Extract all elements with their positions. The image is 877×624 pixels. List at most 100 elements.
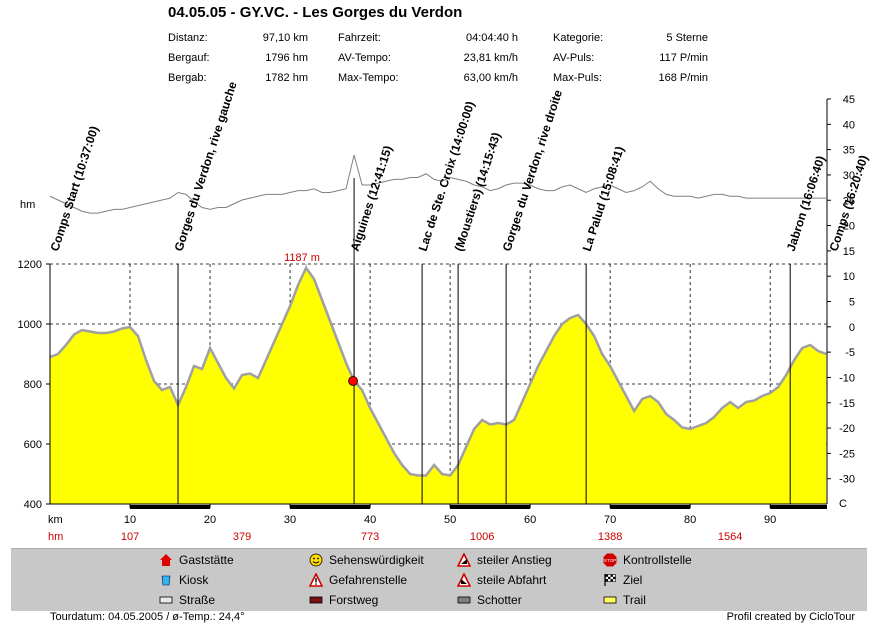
road-swatch-icon (159, 593, 173, 607)
legend-item: STOP Kontrollstelle (603, 553, 692, 567)
legend-label: Straße (179, 593, 216, 607)
surface-segment (290, 505, 371, 509)
temp-unit-label: C (839, 498, 847, 510)
elevation-area (50, 267, 827, 504)
legend-label: steile Abfahrt (477, 573, 547, 587)
cumulative-hm-row-label: hm (48, 531, 63, 543)
temp-tick-label: 10 (843, 271, 855, 283)
x-tick-label: 20 (204, 514, 216, 526)
x-tick-label: 50 (444, 514, 456, 526)
legend-item: steile Abfahrt (456, 572, 547, 587)
legend-item: Trail (603, 593, 646, 607)
legend-label: Kiosk (179, 573, 209, 587)
surface-segment (450, 505, 531, 509)
temp-tick-label: -10 (839, 372, 855, 384)
cumulative-hm-label: 1006 (470, 531, 494, 543)
legend-label: Gaststätte (179, 553, 234, 567)
stat-value: 168 P/min (658, 72, 708, 84)
elevation-outline (49, 265, 827, 477)
waypoint-label: Aiguines (12:41:15) (348, 144, 395, 253)
svg-text:STOP: STOP (604, 558, 616, 563)
legend-label: Forstweg (329, 593, 379, 607)
stat-value: 63,00 km/h (463, 72, 518, 84)
elevation-area-layer (49, 265, 827, 504)
temp-tick-label: -5 (845, 347, 855, 359)
x-tick-label: 70 (604, 514, 616, 526)
y-tick-label: 1200 (18, 259, 42, 271)
stat-label: Max-Tempo: (338, 72, 399, 84)
red-house-icon (159, 553, 173, 567)
legend-label: Ziel (623, 573, 643, 587)
warning-icon (308, 572, 324, 587)
x-tick-label: 60 (524, 514, 536, 526)
gravel-swatch-icon (457, 593, 471, 607)
x-axis-unit-label: km (48, 514, 63, 526)
legend-item: Sehenswürdigkeit (309, 553, 424, 567)
temp-tick-label: -20 (839, 423, 855, 435)
footer-tour-info: Tourdatum: 04.05.2005 / ø-Temp.: 24,4° (50, 611, 245, 623)
y-tick-label: 400 (24, 499, 42, 511)
trail-swatch-icon (603, 593, 617, 607)
speed-curve-layer (49, 154, 827, 214)
cumulative-hm-label: 379 (233, 531, 251, 543)
cumulative-hm-label: 1564 (718, 531, 742, 543)
temp-tick-label: 45 (843, 94, 855, 106)
chart-title: 04.05.05 - GY.VC. - Les Gorges du Verdon (168, 4, 463, 21)
x-tick-label: 80 (684, 514, 696, 526)
stat-label: AV-Tempo: (338, 52, 391, 64)
waypoint-label: Jabron (16:06:40) (784, 154, 828, 253)
temp-tick-label: 40 (843, 119, 855, 131)
temp-tick-label: -15 (839, 398, 855, 410)
temp-tick-label: 5 (849, 297, 855, 309)
legend-item: Kiosk (159, 573, 208, 587)
legend-label: Schotter (477, 593, 522, 607)
legend-label: Trail (623, 593, 646, 607)
temp-tick-label: 25 (843, 195, 855, 207)
temp-tick-label: 20 (843, 221, 855, 233)
speed-curve (49, 154, 827, 214)
axes-layer: 40060080010001200454035302520151050-5-10… (18, 94, 855, 543)
legend-label: Kontrollstelle (623, 553, 692, 567)
checkered-flag-icon (603, 573, 617, 587)
elevation-profile-chart: Comps Start (10:37:00) Gorges du Verdon, … (18, 80, 871, 543)
smiley-icon (309, 553, 323, 567)
forest-road-swatch-icon (309, 593, 323, 607)
x-tick-label: 30 (284, 514, 296, 526)
stat-value: 1796 hm (265, 52, 308, 64)
waypoint-label: La Palud (15:08:41) (580, 145, 627, 253)
waypoint-label: Gorges du Verdon, rive gauche (172, 80, 240, 253)
x-tick-label: 40 (364, 514, 376, 526)
legend-item: Gaststätte (159, 553, 234, 567)
position-marker (348, 376, 358, 386)
temp-tick-label: 30 (843, 170, 855, 182)
waypoint-label: Comps Start (10:37:00) (48, 124, 102, 253)
legend-item: Straße (159, 593, 215, 607)
legend-item: steiler Anstieg (456, 552, 552, 567)
cumulative-hm-label: 107 (121, 531, 139, 543)
legend-item: Ziel (603, 573, 642, 587)
footer-credit: Profil created by CicloTour (726, 611, 855, 623)
stop-sign-icon: STOP (603, 553, 617, 567)
stat-label: Bergauf: (168, 52, 210, 64)
kiosk-cup-icon (159, 573, 173, 587)
x-tick-label: 10 (124, 514, 136, 526)
stat-value: 117 P/min (659, 52, 708, 64)
y-tick-label: 800 (24, 379, 42, 391)
legend-item: Schotter (457, 593, 522, 607)
stat-value: 23,81 km/h (463, 52, 518, 64)
max-elevation-label: 1187 m (284, 252, 320, 264)
surface-segment (770, 505, 827, 509)
x-tick-label: 90 (764, 514, 776, 526)
stat-value: 04:04:40 h (466, 32, 518, 44)
temp-tick-label: -30 (839, 474, 855, 486)
legend-label: Sehenswürdigkeit (329, 553, 424, 567)
temp-tick-label: 15 (843, 246, 855, 258)
stat-label: Bergab: (168, 72, 207, 84)
stat-value: 5 Sterne (666, 32, 708, 44)
legend: Gaststätte Sehenswürdigkeit steiler Anst… (11, 548, 867, 611)
stat-value: 97,10 km (262, 32, 308, 44)
y-tick-label: 600 (24, 439, 42, 451)
waypoint-label: Gorges du Verdon, rive droite (500, 88, 566, 253)
stat-label: AV-Puls: (553, 52, 595, 64)
legend-item: Gefahrenstelle (308, 572, 407, 587)
